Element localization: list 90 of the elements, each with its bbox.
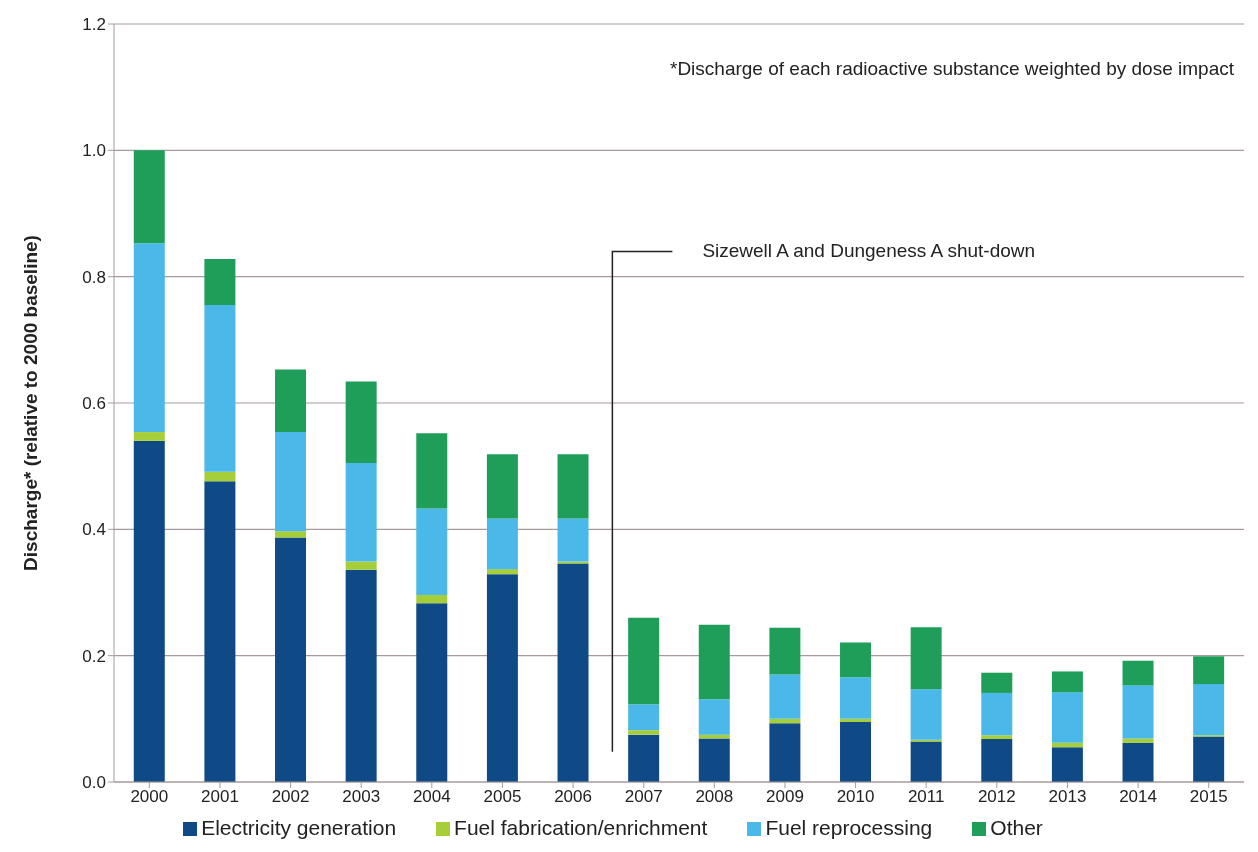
bar [981, 692, 1013, 736]
y-tick-label: 1.2 [82, 15, 106, 35]
bar [628, 730, 660, 735]
x-tick-label: 2007 [624, 787, 663, 807]
legend-label: Electricity generation [201, 816, 397, 839]
bar [133, 150, 165, 244]
y-axis-title: Discharge* (relative to 2000 baseline) [19, 235, 41, 571]
bar [133, 243, 165, 433]
bar [1193, 684, 1225, 736]
y-tick-label: 0.2 [82, 646, 106, 666]
bar [204, 471, 236, 482]
y-tick-label: 0.8 [82, 267, 106, 287]
y-tick-label: 0.0 [82, 773, 106, 793]
bar [345, 561, 377, 570]
x-tick-label: 2002 [271, 787, 310, 807]
y-tick-label: 1.0 [82, 141, 106, 161]
bar [840, 642, 872, 678]
bar [557, 518, 589, 562]
bar [1051, 671, 1083, 693]
bar [486, 518, 518, 570]
x-tick-label: 2005 [483, 787, 522, 807]
bar [840, 721, 872, 782]
bar [416, 603, 448, 782]
bar [981, 672, 1013, 693]
bar [1051, 742, 1083, 748]
annotation: *Discharge of each radioactive substance weighted by dose impact [670, 57, 1235, 79]
bar [981, 735, 1013, 740]
bar [345, 381, 377, 464]
bar [769, 627, 801, 675]
bar [275, 432, 307, 532]
x-tick-label: 2010 [836, 787, 875, 807]
bar [698, 738, 730, 782]
y-tick-label: 0.4 [82, 520, 106, 540]
bar [769, 674, 801, 719]
bar [416, 595, 448, 604]
bar [416, 433, 448, 509]
bar [628, 734, 660, 782]
bar [416, 508, 448, 596]
bar [557, 454, 589, 519]
bar [133, 432, 165, 441]
legend-label: Fuel reprocessing [765, 816, 933, 839]
x-tick-label: 2001 [201, 787, 239, 807]
bar [698, 624, 730, 700]
legend-label: Other [990, 816, 1043, 839]
bar [204, 258, 236, 306]
bar [628, 704, 660, 731]
bar [345, 463, 377, 562]
bar [910, 741, 942, 782]
bar [1122, 685, 1154, 739]
bar [345, 569, 377, 782]
x-tick-label: 2012 [977, 787, 1016, 807]
bar [486, 569, 518, 575]
ref-line-label: Sizewell A and Dungeness A shut-down [702, 240, 1036, 262]
bar [840, 718, 872, 722]
bar [133, 440, 165, 782]
bar [1193, 656, 1225, 685]
bar [981, 739, 1013, 782]
bar [204, 305, 236, 472]
bar [1122, 738, 1154, 743]
x-tick-label: 2003 [342, 787, 381, 807]
bar [769, 723, 801, 782]
x-tick-label: 2004 [412, 787, 451, 807]
bar [910, 689, 942, 740]
x-tick-label: 2008 [695, 787, 734, 807]
bar [486, 454, 518, 519]
x-tick-label: 2015 [1189, 787, 1228, 807]
y-tick-label: 0.6 [82, 394, 106, 414]
bar [1193, 736, 1225, 782]
bar [275, 369, 307, 433]
bar [1051, 747, 1083, 782]
bar [628, 617, 660, 705]
bar [275, 537, 307, 782]
x-tick-label: 2000 [130, 787, 169, 807]
x-tick-label: 2009 [766, 787, 804, 807]
bar [1122, 660, 1154, 686]
bar [698, 699, 730, 735]
bar [557, 563, 589, 782]
x-tick-label: 2013 [1048, 787, 1087, 807]
bar [204, 481, 236, 782]
bar [1051, 692, 1083, 743]
bar [840, 677, 872, 719]
bar [486, 574, 518, 782]
bar [275, 531, 307, 538]
x-tick-label: 2011 [907, 787, 945, 807]
x-tick-label: 2006 [554, 787, 592, 807]
bar [910, 627, 942, 690]
bar [769, 718, 801, 724]
legend-label: Fuel fabrication/enrichment [454, 816, 708, 839]
x-tick-label: 2014 [1119, 787, 1157, 807]
bar [1122, 742, 1154, 782]
